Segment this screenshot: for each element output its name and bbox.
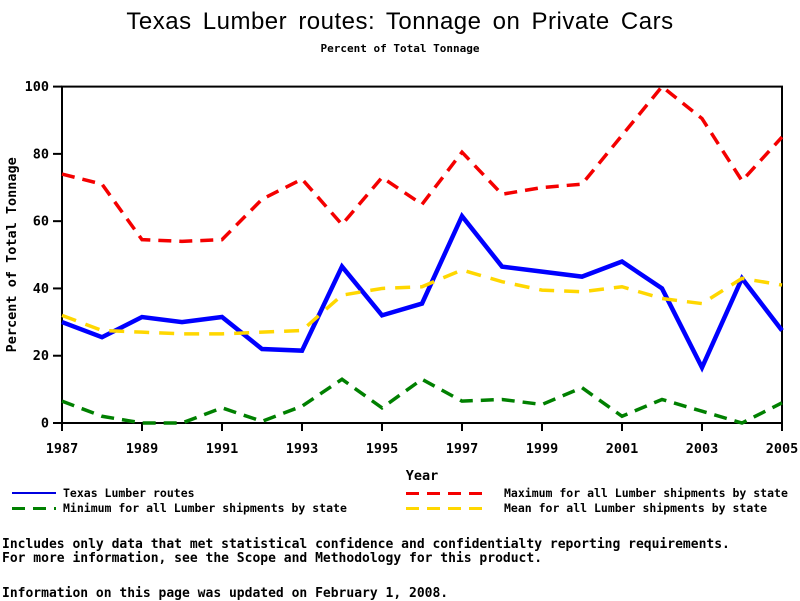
legend-swatch-dashed-yellow-line — [406, 506, 490, 510]
footnote-line-1: Includes only data that met statistical … — [2, 537, 730, 552]
footnote-updated-date: Information on this page was updated on … — [2, 586, 449, 601]
y-tick-label: 80 — [33, 146, 49, 162]
x-tick-label: 1989 — [126, 441, 159, 457]
legend-label: Mean for all Lumber shipments by state — [504, 501, 768, 515]
x-tick-label: 2001 — [606, 441, 639, 457]
x-tick-label: 1991 — [206, 441, 239, 457]
plot-frame — [61, 85, 783, 424]
legend-item-mean: Mean for all Lumber shipments by state — [406, 501, 767, 515]
x-tick-label: 1995 — [366, 441, 399, 457]
legend-item-maximum: Maximum for all Lumber shipments by stat… — [406, 486, 788, 500]
legend-swatch-dashed-red-line — [406, 491, 490, 495]
line-chart-plot: 0 20 40 60 80 100 1987 1989 1991 1993 1995 1997 1999… — [4, 79, 799, 484]
x-tick-label: 1999 — [526, 441, 559, 457]
y-tick-label: 60 — [33, 214, 49, 230]
x-tick-label: 1993 — [286, 441, 319, 457]
x-tick-label: 1997 — [446, 441, 479, 457]
legend-label: Minimum for all Lumber shipments by stat… — [63, 501, 347, 515]
x-tick-label: 2003 — [686, 441, 719, 457]
y-tick-label: 20 — [33, 348, 49, 364]
y-tick-label: 100 — [25, 79, 49, 95]
y-axis-title: Percent of Total Tonnage — [4, 157, 20, 352]
series-line-minimum-for-all-lumber-shipments-by-state — [61, 377, 783, 425]
series-line-maximum-for-all-lumber-shipments-by-state — [61, 84, 784, 244]
legend-swatch-dashed-green-line — [12, 506, 56, 510]
legend-item-texas-lumber-routes: Texas Lumber routes — [12, 486, 195, 500]
footnote-line-2: For more information, see the Scope and … — [2, 551, 543, 566]
legend-label: Maximum for all Lumber shipments by stat… — [504, 486, 788, 500]
y-tick-label: 40 — [33, 281, 49, 297]
series-line-texas-lumber-routes — [61, 211, 784, 373]
x-tick-label: 2005 — [766, 441, 799, 457]
legend-swatch-solid-blue-line — [12, 492, 56, 494]
chart-title: Texas Lumber routes: Tonnage on Private … — [126, 8, 674, 35]
x-tick-label: 1987 — [46, 441, 79, 457]
chart-subtitle: Percent of Total Tonnage — [320, 42, 480, 55]
legend-item-minimum: Minimum for all Lumber shipments by stat… — [12, 501, 347, 515]
series-line-mean-for-all-lumber-shipments-by-state — [61, 268, 783, 336]
x-axis-title: Year — [406, 468, 439, 484]
y-tick-label: 0 — [41, 416, 49, 432]
legend-label: Texas Lumber routes — [63, 486, 195, 500]
